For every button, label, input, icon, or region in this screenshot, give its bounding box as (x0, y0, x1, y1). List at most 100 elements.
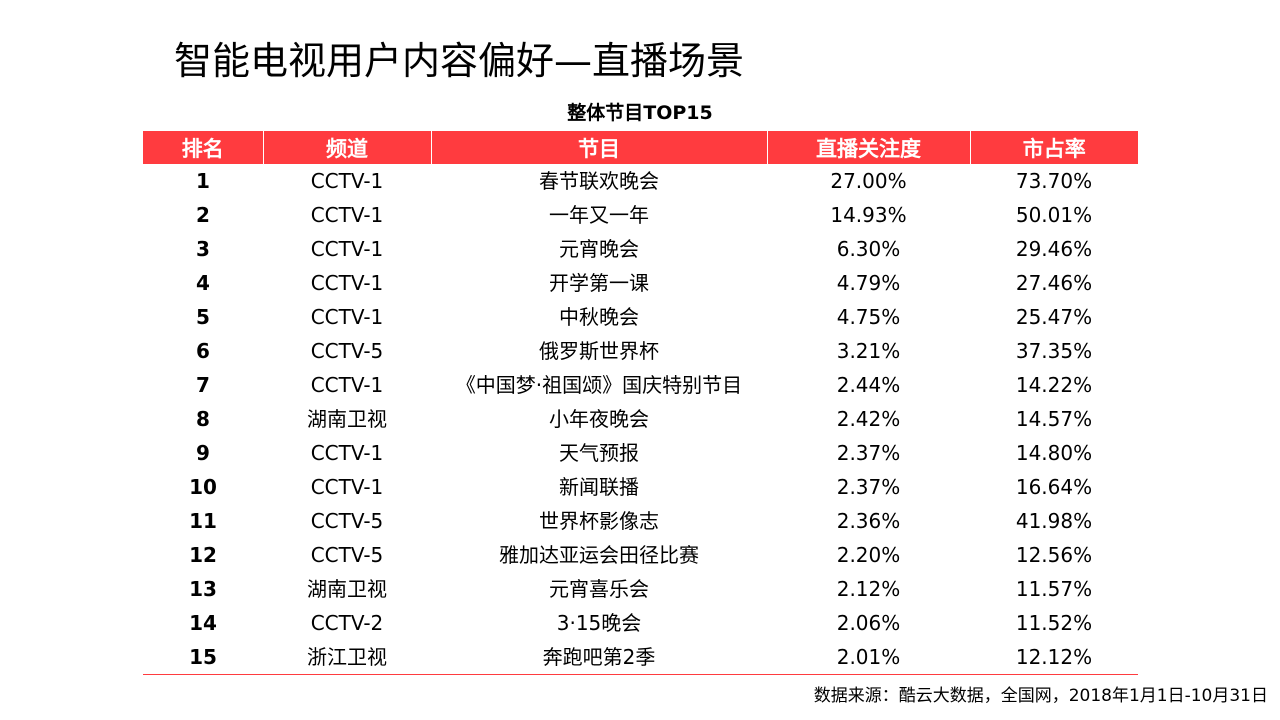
market-share-cell: 73.70% (1015, 169, 1093, 193)
live-attention-cell: 14.93% (830, 203, 907, 227)
market-share-cell: 41.98% (1015, 509, 1093, 533)
table-row: 2 CCTV-1 一年又一年 14.93% 50.01% (143, 198, 1138, 232)
table-caption: 整体节目TOP15 (567, 102, 713, 124)
market-share-cell: 14.80% (1015, 441, 1093, 465)
program-cell: 春节联欢晚会 (539, 169, 659, 193)
table-row: 4 CCTV-1 开学第一课 4.79% 27.46% (143, 266, 1138, 300)
rank-cell: 12 (189, 543, 217, 567)
channel-cell: 湖南卫视 (307, 577, 387, 601)
market-share-cell: 27.46% (1015, 271, 1093, 295)
market-share-cell: 12.12% (970, 640, 1138, 675)
program-cell: 天气预报 (559, 441, 639, 465)
live-attention-cell: 2.12% (836, 577, 901, 601)
rank-cell: 6 (196, 339, 210, 363)
program-cell: 《中国梦·祖国颂》国庆特别节目 (455, 373, 743, 397)
program-cell: 奔跑吧第2季 (431, 640, 767, 675)
channel-cell: CCTV-1 (310, 441, 384, 465)
channel-cell: CCTV-1 (310, 475, 384, 499)
program-cell: 雅加达亚运会田径比赛 (499, 543, 699, 567)
channel-cell: CCTV-1 (310, 169, 384, 193)
header-row: 排名 频道 节目 直播关注度 市占率 (143, 131, 1138, 164)
live-attention-cell: 4.79% (836, 271, 901, 295)
market-share-cell: 29.46% (1015, 237, 1093, 261)
channel-cell: CCTV-1 (310, 305, 384, 329)
program-cell: 元宵喜乐会 (549, 577, 649, 601)
live-attention-cell: 3.21% (836, 339, 901, 363)
live-attention-cell: 2.37% (836, 475, 901, 499)
market-share-cell: 25.47% (1015, 305, 1093, 329)
table-row: 10 CCTV-1 新闻联播 2.37% 16.64% (143, 470, 1138, 504)
channel-cell: CCTV-1 (310, 237, 384, 261)
table-row: 12 CCTV-5 雅加达亚运会田径比赛 2.20% 12.56% (143, 538, 1138, 572)
program-cell: 一年又一年 (549, 203, 649, 227)
live-attention-cell: 2.01% (767, 640, 970, 675)
rank-cell: 11 (189, 509, 217, 533)
live-attention-cell: 2.20% (836, 543, 901, 567)
table-row: 7 CCTV-1 《中国梦·祖国颂》国庆特别节目 2.44% 14.22% (143, 368, 1138, 402)
rank-cell: 4 (196, 271, 210, 295)
market-share-cell: 14.22% (1015, 373, 1093, 397)
table-row: 11 CCTV-5 世界杯影像志 2.36% 41.98% (143, 504, 1138, 538)
program-cell: 元宵晚会 (559, 237, 639, 261)
table-row: 8 湖南卫视 小年夜晚会 2.42% 14.57% (143, 402, 1138, 436)
live-attention-cell: 2.44% (836, 373, 901, 397)
live-attention-cell: 2.06% (836, 611, 901, 635)
rank-cell: 10 (189, 475, 217, 499)
live-attention-cell: 2.42% (836, 407, 901, 431)
market-share-cell: 11.57% (1015, 577, 1093, 601)
channel-cell: CCTV-5 (310, 339, 384, 363)
rank-cell: 2 (196, 203, 210, 227)
rank-cell: 8 (196, 407, 210, 431)
program-cell: 开学第一课 (549, 271, 649, 295)
channel-cell: CCTV-5 (310, 509, 384, 533)
live-attention-cell: 27.00% (830, 169, 907, 193)
rank-cell: 3 (196, 237, 210, 261)
market-share-cell: 11.52% (1015, 611, 1093, 635)
table-row: 13 湖南卫视 元宵喜乐会 2.12% 11.57% (143, 572, 1138, 606)
table-row: 5 CCTV-1 中秋晚会 4.75% 25.47% (143, 300, 1138, 334)
channel-cell: 湖南卫视 (307, 407, 387, 431)
program-cell: 3·15晚会 (556, 611, 642, 635)
rank-cell: 5 (196, 305, 210, 329)
table-row: 6 CCTV-5 俄罗斯世界杯 3.21% 37.35% (143, 334, 1138, 368)
rank-cell: 15 (143, 640, 263, 675)
rank-cell: 7 (196, 373, 210, 397)
header-rank: 排名 (143, 131, 264, 164)
program-cell: 中秋晚会 (559, 305, 639, 329)
channel-cell: 浙江卫视 (263, 640, 431, 675)
live-attention-cell: 6.30% (836, 237, 901, 261)
table-row: 3 CCTV-1 元宵晚会 6.30% 29.46% (143, 232, 1138, 266)
ranking-table: 排名 频道 节目 直播关注度 市占率 1 CCTV-1 春节联欢晚会 27.00% 73… (143, 131, 1138, 675)
channel-cell: CCTV-1 (310, 271, 384, 295)
market-share-cell: 37.35% (1015, 339, 1093, 363)
header-channel: 频道 (262, 131, 432, 164)
market-share-cell: 16.64% (1015, 475, 1093, 499)
live-attention-cell: 4.75% (836, 305, 901, 329)
channel-cell: CCTV-5 (310, 543, 384, 567)
market-share-cell: 50.01% (1015, 203, 1093, 227)
rank-cell: 14 (189, 611, 217, 635)
header-live-attention: 直播关注度 (766, 131, 971, 164)
rank-cell: 13 (189, 577, 217, 601)
channel-cell: CCTV-1 (310, 373, 384, 397)
table-row: 15 浙江卫视 奔跑吧第2季 2.01% 12.12% (143, 640, 1138, 675)
channel-cell: CCTV-2 (310, 611, 384, 635)
page-title: 智能电视用户内容偏好—直播场景 (174, 39, 745, 83)
table-row: 1 CCTV-1 春节联欢晚会 27.00% 73.70% (143, 164, 1138, 198)
source-note: 数据来源：酷云大数据，全国网，2018年1月1日-10月31日 (813, 686, 1268, 706)
table-row: 14 CCTV-2 3·15晚会 2.06% 11.52% (143, 606, 1138, 640)
market-share-cell: 14.57% (1015, 407, 1093, 431)
table-row: 9 CCTV-1 天气预报 2.37% 14.80% (143, 436, 1138, 470)
program-cell: 世界杯影像志 (539, 509, 659, 533)
program-cell: 新闻联播 (559, 475, 639, 499)
program-cell: 俄罗斯世界杯 (539, 339, 659, 363)
table-header: 排名 频道 节目 直播关注度 市占率 (143, 131, 1138, 164)
rank-cell: 9 (196, 441, 210, 465)
header-program: 节目 (430, 131, 768, 164)
table-body: 1 CCTV-1 春节联欢晚会 27.00% 73.70% 2 CCTV-1 一年又一年 14.… (143, 164, 1138, 675)
header-market-share: 市占率 (969, 131, 1138, 164)
market-share-cell: 12.56% (1015, 543, 1093, 567)
rank-cell: 1 (196, 169, 210, 193)
live-attention-cell: 2.36% (836, 509, 901, 533)
program-cell: 小年夜晚会 (549, 407, 649, 431)
